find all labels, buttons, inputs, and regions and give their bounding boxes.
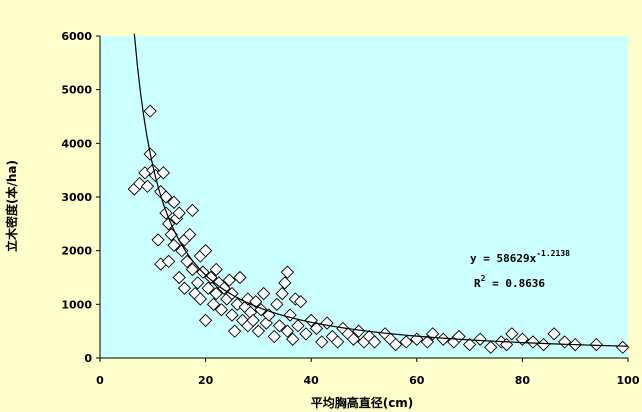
data-point — [367, 335, 382, 349]
x-axis-title: 平均胸高直径(cm) — [311, 395, 414, 410]
power-trendline — [133, 33, 629, 347]
x-tick-label: 80 — [515, 374, 531, 387]
data-point — [330, 335, 345, 349]
y-tick-label: 3000 — [61, 191, 92, 204]
data-point — [209, 286, 223, 301]
y-tick-label: 1000 — [61, 298, 92, 311]
x-tick-label: 0 — [96, 374, 104, 387]
data-point — [294, 295, 308, 309]
x-tick-label: 20 — [198, 374, 214, 387]
data-point — [473, 332, 487, 346]
data-point — [225, 308, 239, 322]
data-point — [228, 324, 242, 338]
data-point — [299, 327, 313, 341]
data-point — [462, 337, 477, 352]
data-point — [198, 244, 213, 258]
r-squared-prefix: R — [474, 277, 481, 290]
data-point — [547, 327, 561, 341]
data-point — [175, 244, 189, 258]
data-point — [267, 329, 281, 344]
data-point — [151, 233, 165, 247]
x-axis-ticks: 0 20 40 60 80 100 — [96, 358, 640, 387]
data-point — [484, 340, 498, 354]
data-point — [505, 327, 519, 341]
data-point — [193, 292, 207, 306]
y-axis-ticks: 0 1000 2000 3000 4000 5000 6000 — [61, 30, 100, 365]
data-point — [272, 319, 287, 333]
x-tick-label: 100 — [617, 374, 640, 387]
data-point — [156, 166, 170, 180]
data-point — [309, 321, 324, 336]
y-tick-label: 2000 — [61, 245, 92, 258]
data-point — [589, 337, 603, 352]
data-point — [399, 335, 413, 349]
data-point — [143, 104, 157, 118]
data-point — [159, 190, 173, 204]
data-point — [280, 324, 295, 338]
data-point — [206, 297, 221, 311]
y-tick-label: 4000 — [61, 137, 92, 150]
data-point — [209, 262, 223, 277]
data-point — [185, 203, 200, 218]
r-squared-exponent: 2 — [481, 274, 486, 283]
data-point — [275, 286, 289, 301]
x-tick-label: 60 — [409, 374, 425, 387]
data-point — [222, 273, 236, 287]
r-squared-label: R2 = 0.8636 — [474, 274, 545, 290]
data-point — [162, 254, 176, 269]
data-point — [198, 313, 213, 328]
trend-equation: y = 58629x-1.2138 — [470, 249, 570, 265]
data-point — [172, 206, 186, 220]
data-point — [389, 337, 403, 352]
y-tick-label: 5000 — [61, 84, 92, 97]
data-point — [526, 335, 540, 349]
y-axis-title: 立木密度(本/ha) — [4, 160, 19, 252]
data-point — [159, 206, 173, 220]
trend-equation-base: y = 58629x — [470, 252, 537, 265]
data-point — [280, 265, 295, 279]
data-point — [246, 313, 260, 328]
data-point — [291, 319, 305, 333]
y-tick-label: 6000 — [61, 30, 92, 43]
data-point — [183, 227, 197, 242]
data-point — [536, 337, 551, 352]
data-point — [162, 217, 176, 231]
data-point — [436, 332, 450, 346]
data-point — [270, 297, 284, 311]
data-point — [167, 195, 181, 210]
data-point — [201, 281, 215, 295]
trend-equation-exponent: -1.2138 — [536, 249, 570, 258]
data-point — [177, 281, 192, 295]
data-point — [167, 238, 181, 252]
r-squared-value: = 0.8636 — [485, 277, 545, 290]
data-point — [251, 324, 266, 338]
plot-area — [100, 36, 628, 358]
data-point — [214, 303, 229, 317]
data-point — [278, 276, 292, 290]
data-point — [420, 335, 434, 349]
data-point — [286, 332, 300, 346]
data-point — [191, 276, 205, 290]
data-point — [185, 262, 200, 277]
data-point — [233, 270, 247, 285]
data-point — [140, 179, 155, 193]
data-point — [172, 270, 186, 285]
data-point — [346, 332, 361, 346]
x-tick-label: 40 — [304, 374, 320, 387]
data-point — [616, 340, 630, 354]
data-point — [315, 335, 329, 349]
data-point — [257, 286, 271, 301]
y-tick-label: 0 — [84, 352, 92, 365]
